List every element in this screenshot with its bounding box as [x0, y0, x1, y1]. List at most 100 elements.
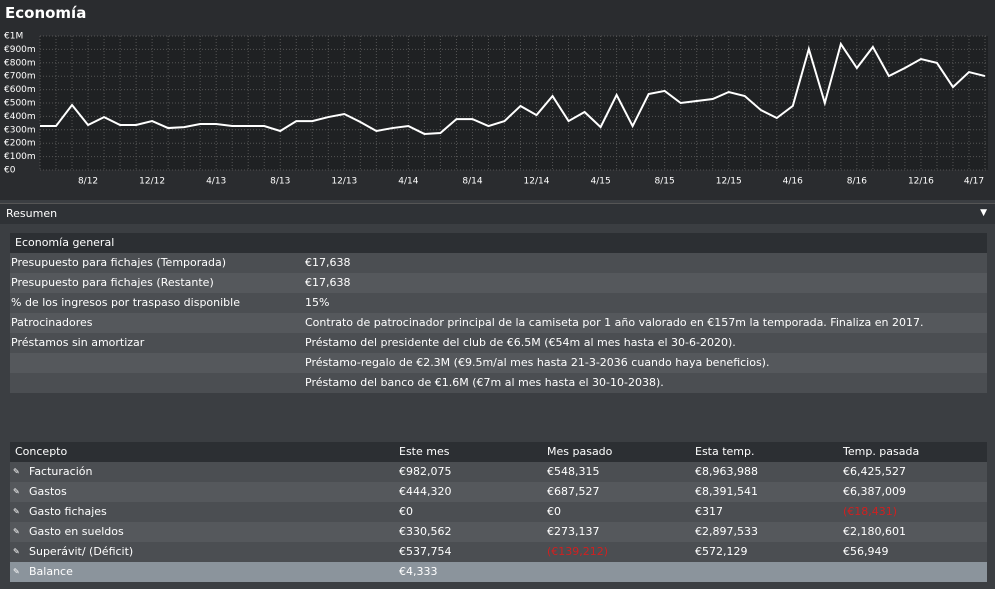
info-value: €17,638 — [305, 276, 351, 289]
x-tick-label: 8/13 — [270, 177, 290, 187]
x-tick-label: 4/17 — [964, 177, 984, 187]
x-tick-label: 12/16 — [908, 177, 934, 187]
cell: (€139,212) — [547, 545, 609, 558]
cell: (€18,431) — [843, 505, 898, 518]
table-header: Concepto Este mes Mes pasado Esta temp. Temp… — [10, 442, 987, 462]
column-header: Esta temp. — [695, 445, 755, 458]
x-tick-label: 8/12 — [78, 177, 98, 187]
x-tick-label: 12/13 — [331, 177, 357, 187]
cell: €444,320 — [399, 485, 452, 498]
info-label: Patrocinadores — [11, 316, 93, 329]
info-row: % de los ingresos por traspaso disponibl… — [10, 293, 987, 313]
info-row: Préstamo-regalo de €2.3M (€9.5m/al mes h… — [10, 353, 987, 373]
info-label: Préstamos sin amortizar — [11, 336, 145, 349]
cell: €6,425,527 — [843, 465, 906, 478]
row-icon: ✎ — [13, 487, 20, 496]
row-label: Balance — [29, 565, 73, 578]
info-row: Préstamo del banco de €1.6M (€7m al mes … — [10, 373, 987, 393]
row-label: Gastos — [29, 485, 67, 498]
cell: €2,897,533 — [695, 525, 758, 538]
cell: €2,180,601 — [843, 525, 906, 538]
collapse-icon[interactable]: ▼ — [980, 208, 987, 218]
y-tick-label: €100m — [4, 152, 36, 162]
subsection-title: Economía general — [15, 236, 115, 249]
y-tick-label: €0 — [4, 166, 16, 176]
subsection-header: Economía general — [10, 233, 987, 253]
header: Economía — [0, 0, 995, 30]
info-label: Presupuesto para fichajes (Temporada) — [11, 256, 227, 269]
cell: €572,129 — [695, 545, 748, 558]
cell: €330,562 — [399, 525, 452, 538]
row-icon: ✎ — [13, 567, 20, 576]
chart: €0 €100m €200m €300m €400m €500m €600m €700m €80… — [0, 30, 995, 200]
info-value: Contrato de patrocinador principal de la… — [305, 316, 924, 329]
cell: €4,333 — [399, 565, 438, 578]
section-title: Resumen — [6, 207, 58, 220]
y-tick-label: €600m — [4, 85, 36, 95]
x-tick-label: 4/16 — [783, 177, 803, 187]
info-value: 15% — [305, 296, 330, 309]
table-row[interactable]: ✎ Gasto fichajes €0 €0 €317 (€18,431) — [10, 502, 987, 522]
cell: €317 — [695, 505, 723, 518]
x-tick-label: 4/14 — [398, 177, 418, 187]
cell: €537,754 — [399, 545, 452, 558]
cell: €982,075 — [399, 465, 452, 478]
column-header: Temp. pasada — [843, 445, 920, 458]
column-header: Mes pasado — [547, 445, 613, 458]
x-tick-label: 8/14 — [462, 177, 482, 187]
x-tick-label: 12/14 — [524, 177, 550, 187]
x-tick-label: 8/15 — [655, 177, 675, 187]
page-title: Economía — [5, 4, 87, 22]
table-row[interactable]: ✎ Gasto en sueldos €330,562 €273,137 €2,897,… — [10, 522, 987, 542]
x-tick-label: 8/16 — [847, 177, 867, 187]
column-header: Este mes — [399, 445, 450, 458]
y-tick-label: €200m — [4, 139, 36, 149]
column-header: Concepto — [15, 445, 68, 458]
info-value: Préstamo-regalo de €2.3M (€9.5m/al mes h… — [305, 356, 770, 369]
row-icon: ✎ — [13, 507, 20, 516]
info-value: Préstamo del presidente del club de €6.5… — [305, 336, 736, 349]
row-label: Superávit/ (Déficit) — [29, 545, 134, 558]
info-value: Préstamo del banco de €1.6M (€7m al mes … — [305, 376, 664, 389]
row-icon: ✎ — [13, 527, 20, 536]
info-row: Presupuesto para fichajes (Temporada) €17… — [10, 253, 987, 273]
info-row: Patrocinadores Contrato de patrocinador p… — [10, 313, 987, 333]
table-row[interactable]: ✎ Facturación €982,075 €548,315 €8,963,988 €6… — [10, 462, 987, 482]
cell: €687,527 — [547, 485, 600, 498]
cell: €8,391,541 — [695, 485, 758, 498]
y-tick-label: €300m — [4, 125, 36, 135]
cell: €273,137 — [547, 525, 600, 538]
y-tick-label: €800m — [4, 58, 36, 68]
info-row: Presupuesto para fichajes (Restante) €17,… — [10, 273, 987, 293]
y-tick-label: €1M — [4, 32, 23, 42]
table-row[interactable]: ✎ Balance €4,333 — [10, 562, 987, 582]
section-bar[interactable]: Resumen ▼ — [0, 203, 995, 224]
y-tick-label: €500m — [4, 99, 36, 109]
row-icon: ✎ — [13, 467, 20, 476]
info-value: €17,638 — [305, 256, 351, 269]
row-icon: ✎ — [13, 547, 20, 556]
x-tick-label: 12/12 — [139, 177, 165, 187]
y-tick-label: €900m — [4, 45, 36, 55]
row-label: Gasto en sueldos — [29, 525, 124, 538]
info-label: Presupuesto para fichajes (Restante) — [11, 276, 214, 289]
y-tick-label: €700m — [4, 72, 36, 82]
table-row[interactable]: ✎ Superávit/ (Déficit) €537,754 (€139,212) €… — [10, 542, 987, 562]
x-tick-label: 12/15 — [716, 177, 742, 187]
info-label: % de los ingresos por traspaso disponibl… — [11, 296, 240, 309]
x-tick-label: 4/13 — [206, 177, 226, 187]
cell: €0 — [547, 505, 561, 518]
cell: €8,963,988 — [695, 465, 758, 478]
y-tick-label: €400m — [4, 112, 36, 122]
x-tick-label: 4/15 — [590, 177, 610, 187]
row-label: Gasto fichajes — [29, 505, 107, 518]
cell: €6,387,009 — [843, 485, 906, 498]
row-label: Facturación — [29, 465, 93, 478]
cell: €56,949 — [843, 545, 889, 558]
cell: €0 — [399, 505, 413, 518]
cell: €548,315 — [547, 465, 600, 478]
line-series — [40, 41, 986, 135]
info-row: Préstamos sin amortizar Préstamo del pres… — [10, 333, 987, 353]
table-row[interactable]: ✎ Gastos €444,320 €687,527 €8,391,541 €6,387,… — [10, 482, 987, 502]
